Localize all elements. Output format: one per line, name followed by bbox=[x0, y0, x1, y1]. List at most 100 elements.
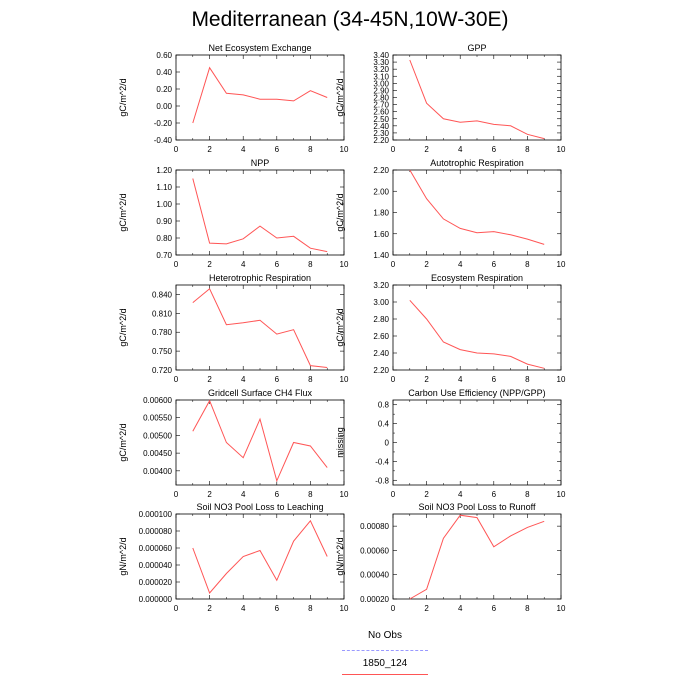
chart-2-ytick-label: 2.60 bbox=[373, 108, 389, 117]
chart-9-xtick-label: 10 bbox=[340, 604, 349, 613]
chart-7-xtick-label: 0 bbox=[174, 490, 179, 499]
chart-9-frame bbox=[175, 513, 345, 600]
chart-8-xtick-label: 8 bbox=[525, 490, 530, 499]
chart-7-xtick-label: 10 bbox=[340, 490, 349, 499]
chart-5-ytick-label: 0.840 bbox=[152, 290, 173, 299]
chart-4-ytick-label: 1.40 bbox=[373, 251, 389, 260]
chart-10-xtick-label: 10 bbox=[557, 604, 566, 613]
chart-4-xtick-label: 0 bbox=[391, 260, 396, 269]
chart-2-ytick-label: 2.20 bbox=[373, 136, 389, 145]
chart-2-ytick-label: 2.50 bbox=[373, 115, 389, 124]
chart-3-xtick-label: 10 bbox=[340, 260, 349, 269]
chart-6-xtick-label: 2 bbox=[424, 375, 429, 384]
chart-6-xtick-label: 4 bbox=[458, 375, 463, 384]
chart-6-ytick-label: 2.40 bbox=[373, 349, 389, 358]
legend-line-no-obs bbox=[342, 650, 428, 651]
chart-4-xtick-label: 10 bbox=[557, 260, 566, 269]
chart-2-ytick-label: 2.40 bbox=[373, 122, 389, 131]
chart-10-xtick-label: 2 bbox=[424, 604, 429, 613]
chart-10-xtick-label: 0 bbox=[391, 604, 396, 613]
chart-8-ytick-label: -0.8 bbox=[375, 476, 389, 485]
chart-3-xtick-label: 2 bbox=[207, 260, 212, 269]
chart-1-ytick-label: 0.20 bbox=[156, 85, 172, 94]
chart-5-xtick-label: 8 bbox=[308, 375, 313, 384]
chart-3-ylabel: gC/m^2/d bbox=[118, 193, 128, 231]
chart-2-frame bbox=[392, 54, 562, 141]
chart-3-ytick-label: 1.10 bbox=[156, 183, 172, 192]
chart-1-series-line bbox=[192, 66, 328, 124]
chart-8-xtick-label: 0 bbox=[391, 490, 396, 499]
chart-10-ytick-label: 0.00020 bbox=[360, 595, 389, 604]
chart-9-xtick-label: 4 bbox=[241, 604, 246, 613]
chart-2-ytick-label: 2.90 bbox=[373, 86, 389, 95]
chart-2-xtick-label: 10 bbox=[557, 145, 566, 154]
chart-3-xtick-label: 8 bbox=[308, 260, 313, 269]
chart-1-title: Net Ecosystem Exchange bbox=[208, 43, 311, 53]
chart-6-series-line bbox=[409, 299, 545, 369]
chart-4-xtick-label: 6 bbox=[492, 260, 497, 269]
chart-8-ytick-label: -0.4 bbox=[375, 457, 389, 466]
chart-2-xtick-label: 8 bbox=[525, 145, 530, 154]
chart-6-ytick-label: 2.60 bbox=[373, 332, 389, 341]
chart-1-ytick-label: 0.00 bbox=[156, 102, 172, 111]
chart-2-ytick-label: 2.70 bbox=[373, 101, 389, 110]
chart-3-ytick-label: 1.20 bbox=[156, 166, 172, 175]
chart-4-title: Autotrophic Respiration bbox=[430, 158, 524, 168]
chart-2-ytick-label: 3.30 bbox=[373, 58, 389, 67]
chart-10-frame bbox=[392, 513, 562, 600]
chart-9-xtick-label: 6 bbox=[275, 604, 280, 613]
chart-9-series-line bbox=[192, 519, 328, 594]
chart-5-ytick-label: 0.750 bbox=[152, 347, 173, 356]
chart-6-xtick-label: 10 bbox=[557, 375, 566, 384]
chart-2-title: GPP bbox=[467, 43, 486, 53]
chart-9-ylabel: gN/m^2/d bbox=[118, 537, 128, 575]
chart-5-series-line bbox=[192, 288, 328, 368]
chart-2-xtick-label: 6 bbox=[492, 145, 497, 154]
chart-7-ytick-label: 0.00600 bbox=[143, 396, 172, 405]
chart-3-ytick-label: 1.00 bbox=[156, 200, 172, 209]
chart-1-ytick-label: 0.60 bbox=[156, 51, 172, 60]
chart-2-ytick-label: 3.40 bbox=[373, 51, 389, 60]
chart-10-series-line bbox=[409, 514, 545, 600]
chart-5-ytick-label: 0.720 bbox=[152, 366, 173, 375]
chart-5-frame bbox=[175, 284, 345, 371]
chart-7-xtick-label: 2 bbox=[207, 490, 212, 499]
chart-8-ytick-label: 0.4 bbox=[378, 420, 390, 429]
chart-6-xtick-label: 0 bbox=[391, 375, 396, 384]
chart-8-frame bbox=[392, 399, 562, 486]
chart-4-xtick-label: 8 bbox=[525, 260, 530, 269]
chart-5-xtick-label: 4 bbox=[241, 375, 246, 384]
chart-8-title: Carbon Use Efficiency (NPP/GPP) bbox=[408, 388, 545, 398]
chart-4-series-line bbox=[409, 169, 545, 245]
chart-6-ytick-label: 3.00 bbox=[373, 298, 389, 307]
chart-7-ytick-label: 0.00450 bbox=[143, 449, 172, 458]
chart-6-ytick-label: 2.80 bbox=[373, 315, 389, 324]
chart-9-ytick-label: 0.000080 bbox=[139, 527, 173, 536]
chart-9-ytick-label: 0.000060 bbox=[139, 544, 173, 553]
chart-4-ytick-label: 2.00 bbox=[373, 187, 389, 196]
chart-8-ytick-label: 0.8 bbox=[378, 401, 390, 410]
chart-2-xtick-label: 4 bbox=[458, 145, 463, 154]
chart-6-frame bbox=[392, 284, 562, 371]
chart-1-frame bbox=[175, 54, 345, 141]
chart-2-ytick-label: 3.10 bbox=[373, 72, 389, 81]
chart-8-xtick-label: 2 bbox=[424, 490, 429, 499]
chart-7-ytick-label: 0.00550 bbox=[143, 414, 172, 423]
chart-7-ytick-label: 0.00500 bbox=[143, 431, 172, 440]
chart-5-title: Heterotrophic Respiration bbox=[209, 273, 311, 283]
chart-5-xtick-label: 0 bbox=[174, 375, 179, 384]
chart-4-xtick-label: 2 bbox=[424, 260, 429, 269]
chart-8-xtick-label: 10 bbox=[557, 490, 566, 499]
chart-4-xtick-label: 4 bbox=[458, 260, 463, 269]
chart-2-ytick-label: 2.80 bbox=[373, 94, 389, 103]
chart-9-xtick-label: 8 bbox=[308, 604, 313, 613]
chart-4-ylabel: gC/m^2/d bbox=[335, 193, 345, 231]
chart-7-ylabel: gC/m^2/d bbox=[118, 423, 128, 461]
chart-3-title: NPP bbox=[251, 158, 270, 168]
chart-9-ytick-label: 0.000100 bbox=[139, 510, 173, 519]
chart-7-series-line bbox=[192, 399, 328, 483]
chart-6-xtick-label: 8 bbox=[525, 375, 530, 384]
chart-7-title: Gridcell Surface CH4 Flux bbox=[208, 388, 313, 398]
chart-2-ytick-label: 3.00 bbox=[373, 79, 389, 88]
